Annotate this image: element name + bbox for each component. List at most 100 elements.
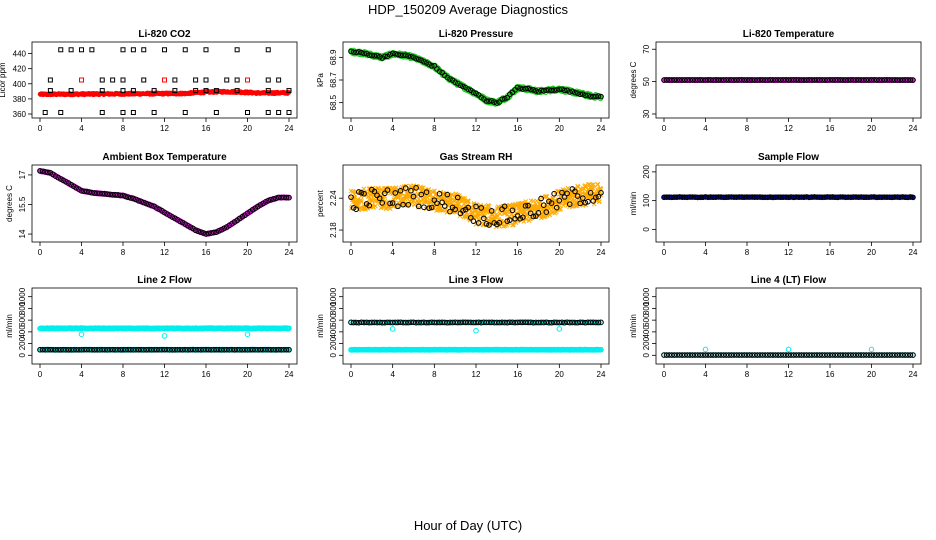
data-point (447, 76, 453, 82)
data-point (561, 87, 568, 94)
y-axis-label: ml/min (316, 314, 325, 338)
data-point (850, 77, 857, 83)
data-point (689, 77, 696, 83)
data-point (413, 185, 419, 191)
data-point (223, 346, 230, 353)
data-point (371, 188, 378, 195)
y-tick-label: 15.5 (18, 196, 27, 212)
data-point (192, 346, 199, 353)
data-point (135, 197, 142, 204)
panel-title: Li-820 CO2 (138, 29, 191, 40)
data-point (543, 209, 550, 215)
data-point (733, 77, 740, 83)
data-point (842, 77, 849, 83)
data-point (99, 346, 106, 353)
data-point (847, 77, 854, 83)
data-point (242, 346, 248, 353)
data-point (889, 77, 896, 83)
x-tick-label: 24 (909, 124, 918, 133)
data-point (754, 77, 761, 83)
data-point (470, 89, 477, 96)
data-point (585, 92, 591, 99)
data-point (257, 346, 264, 353)
data-point (767, 194, 774, 200)
data-point (520, 86, 526, 92)
y-tick-label: 100 (642, 193, 651, 207)
data-point (410, 193, 417, 200)
y-tick-label: 0 (642, 227, 651, 232)
data-point (834, 194, 841, 201)
data-point (115, 346, 121, 353)
plot-area (348, 47, 604, 107)
data-point (540, 202, 547, 208)
data-point (572, 89, 578, 96)
data-point (666, 194, 672, 200)
data-point (827, 194, 833, 200)
data-point (169, 346, 176, 353)
y-tick-label: 68.7 (329, 72, 338, 88)
data-point (286, 346, 292, 353)
x-tick-label: 4 (703, 124, 708, 133)
y-tick-label: 400 (13, 80, 27, 89)
data-point (736, 77, 743, 83)
data-point (806, 194, 813, 201)
data-point (806, 77, 813, 83)
data-point (234, 47, 240, 53)
data-point (551, 190, 557, 197)
data-point (793, 194, 800, 200)
data-point (384, 187, 391, 193)
data-point (486, 203, 492, 209)
data-point (143, 346, 150, 353)
data-point (140, 346, 147, 353)
data-point (905, 194, 911, 201)
data-point (164, 346, 170, 353)
y-tick-label: 600 (329, 313, 338, 327)
data-point (509, 207, 516, 214)
series-magenta-0 (37, 168, 292, 237)
y-axis-label: Licor ppm (0, 62, 7, 97)
panel-title: Gas Stream RH (440, 152, 513, 163)
data-point (140, 199, 147, 206)
data-point (172, 77, 178, 83)
data-point (754, 194, 761, 200)
data-point (239, 346, 246, 353)
data-point (79, 77, 84, 83)
data-point (57, 346, 64, 353)
data-point (221, 346, 227, 353)
data-point (501, 95, 508, 102)
data-point (461, 201, 467, 207)
data-point (162, 77, 167, 83)
data-point (592, 93, 599, 100)
data-point (423, 60, 430, 66)
data-point (110, 77, 116, 83)
data-point (736, 194, 743, 200)
y-axis-label: percent (316, 189, 325, 216)
data-point (902, 194, 909, 201)
data-point (535, 88, 542, 95)
data-point (879, 77, 885, 83)
x-tick-label: 0 (349, 124, 354, 133)
data-point (262, 199, 269, 205)
data-point (837, 194, 844, 200)
data-point (894, 77, 901, 83)
data-point (718, 77, 724, 83)
data-point (130, 88, 136, 94)
data-point (260, 346, 266, 353)
data-point (60, 346, 67, 353)
y-axis-label: ml/min (629, 192, 638, 216)
data-point (731, 194, 737, 200)
data-point (203, 346, 209, 353)
data-point (556, 197, 563, 204)
data-point (94, 346, 100, 353)
data-point (208, 230, 214, 236)
data-point (731, 77, 737, 83)
data-point (796, 77, 802, 83)
x-tick-label: 20 (555, 370, 564, 379)
data-point (379, 200, 386, 206)
series-black-1 (58, 47, 271, 53)
data-point (728, 194, 735, 200)
data-point (574, 193, 581, 199)
data-point (428, 204, 435, 211)
